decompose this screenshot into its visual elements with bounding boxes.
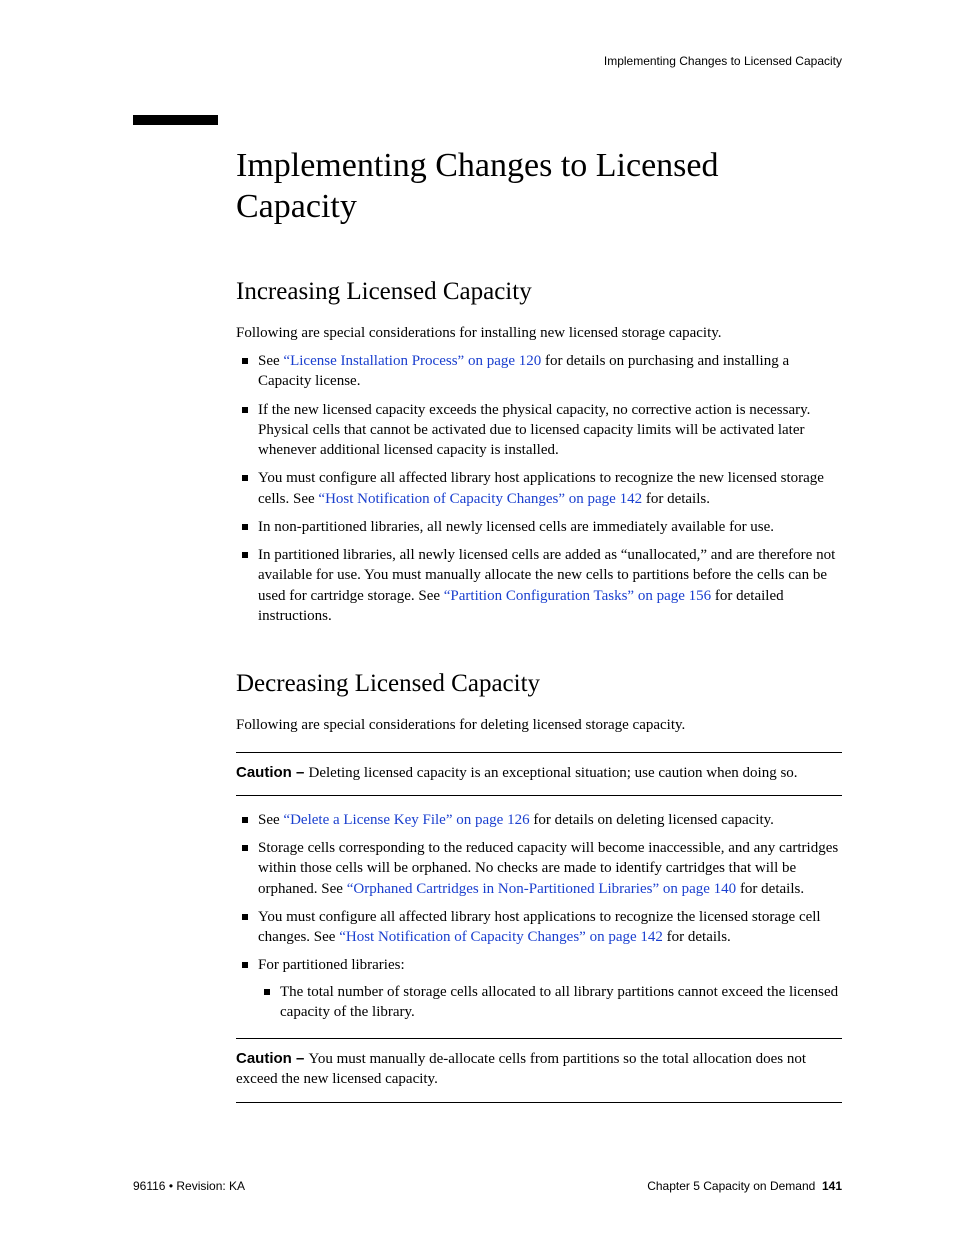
footer-left: 96116 • Revision: KA xyxy=(133,1179,245,1193)
list-item: You must configure all affected library … xyxy=(236,907,842,948)
xref-host-notification[interactable]: “Host Notification of Capacity Changes” … xyxy=(339,929,663,945)
page-title: Implementing Changes to Licensed Capacit… xyxy=(236,146,842,228)
heading-increasing: Increasing Licensed Capacity xyxy=(236,276,842,307)
nested-bullet-list: The total number of storage cells alloca… xyxy=(258,982,842,1023)
intro-increasing: Following are special considerations for… xyxy=(236,323,842,343)
caution-text: Deleting licensed capacity is an excepti… xyxy=(309,765,798,781)
text: for details. xyxy=(642,491,710,507)
xref-partition-config[interactable]: “Partition Configuration Tasks” on page … xyxy=(444,588,711,604)
footer-chapter: Chapter 5 Capacity on Demand xyxy=(647,1179,815,1193)
caution-label: Caution – xyxy=(236,1050,309,1067)
list-item: In partitioned libraries, all newly lice… xyxy=(236,545,842,626)
page-number: 141 xyxy=(822,1179,842,1193)
heading-decreasing: Decreasing Licensed Capacity xyxy=(236,668,842,699)
text: For partitioned libraries: xyxy=(258,957,405,973)
text: See xyxy=(258,812,283,828)
footer-right: Chapter 5 Capacity on Demand 141 xyxy=(647,1179,842,1193)
caution-label: Caution – xyxy=(236,764,309,781)
caution-text: You must manually de-allocate cells from… xyxy=(236,1051,806,1087)
list-item: The total number of storage cells alloca… xyxy=(258,982,842,1023)
text: for details. xyxy=(736,881,804,897)
section-tab-mark xyxy=(133,115,218,125)
list-item: In non-partitioned libraries, all newly … xyxy=(236,517,842,537)
page: Implementing Changes to Licensed Capacit… xyxy=(0,0,954,1235)
caution-note: Caution – Deleting licensed capacity is … xyxy=(236,752,842,796)
bullet-list-decreasing: See “Delete a License Key File” on page … xyxy=(236,810,842,1022)
bullet-list-increasing: See “License Installation Process” on pa… xyxy=(236,351,842,626)
list-item: You must configure all affected library … xyxy=(236,468,842,509)
section-decreasing: Decreasing Licensed Capacity Following a… xyxy=(236,668,842,1103)
xref-delete-license[interactable]: “Delete a License Key File” on page 126 xyxy=(283,812,529,828)
list-item: For partitioned libraries: The total num… xyxy=(236,955,842,1022)
list-item: If the new licensed capacity exceeds the… xyxy=(236,400,842,461)
list-item: See “License Installation Process” on pa… xyxy=(236,351,842,392)
caution-note: Caution – You must manually de-allocate … xyxy=(236,1038,842,1103)
text: See xyxy=(258,353,283,369)
list-item: See “Delete a License Key File” on page … xyxy=(236,810,842,830)
section-increasing: Increasing Licensed Capacity Following a… xyxy=(236,276,842,627)
page-footer: 96116 • Revision: KA Chapter 5 Capacity … xyxy=(133,1179,842,1193)
list-item: Storage cells corresponding to the reduc… xyxy=(236,838,842,899)
xref-orphaned-cartridges[interactable]: “Orphaned Cartridges in Non-Partitioned … xyxy=(347,881,736,897)
running-head: Implementing Changes to Licensed Capacit… xyxy=(604,54,842,68)
xref-license-install[interactable]: “License Installation Process” on page 1… xyxy=(283,353,541,369)
text: for details. xyxy=(663,929,731,945)
intro-decreasing: Following are special considerations for… xyxy=(236,715,842,735)
xref-host-notification[interactable]: “Host Notification of Capacity Changes” … xyxy=(318,491,642,507)
text: for details on deleting licensed capacit… xyxy=(530,812,774,828)
